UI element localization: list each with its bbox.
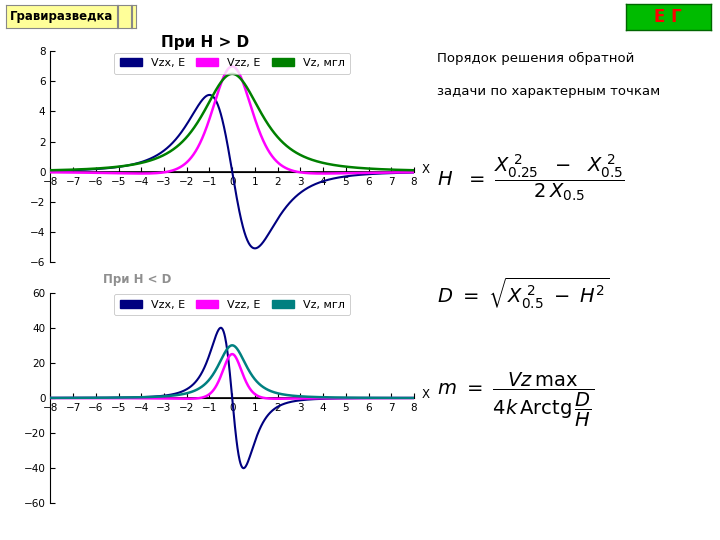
Text: Гравиразведка: Гравиразведка — [10, 10, 113, 23]
Legend: Vzx, E, Vzz, E, Vz, мгл: Vzx, E, Vzz, E, Vz, мгл — [114, 294, 350, 315]
Text: $\mathit{m}\ =\ \dfrac{Vz\,\mathrm{max}}{4k\,\mathrm{Arctg}\,\dfrac{D}{H}}$: $\mathit{m}\ =\ \dfrac{Vz\,\mathrm{max}}… — [437, 370, 594, 429]
Text: Е Г: Е Г — [654, 8, 682, 26]
Text: Порядок решения обратной: Порядок решения обратной — [437, 52, 634, 65]
Text: $\mathit{D}\ =\ \sqrt{X_{0.5}^{\ 2}\ -\ H^{2}}$: $\mathit{D}\ =\ \sqrt{X_{0.5}^{\ 2}\ -\ … — [437, 275, 610, 310]
Text: При H > D: При H > D — [161, 35, 249, 50]
Text: X: X — [422, 163, 430, 176]
Text: $\mathit{H}\ \ =\ \dfrac{X_{0.25}^{\ 2}\ \ -\ \ X_{0.5}^{\ 2}}{2\,X_{0.5}}$: $\mathit{H}\ \ =\ \dfrac{X_{0.25}^{\ 2}\… — [437, 152, 625, 202]
Text: задачи по характерным точкам: задачи по характерным точкам — [437, 85, 660, 98]
Text: При H < D: При H < D — [103, 273, 171, 286]
Legend: Vzx, E, Vzz, E, Vz, мгл: Vzx, E, Vzz, E, Vz, мгл — [114, 52, 350, 74]
Text: X: X — [422, 388, 430, 401]
